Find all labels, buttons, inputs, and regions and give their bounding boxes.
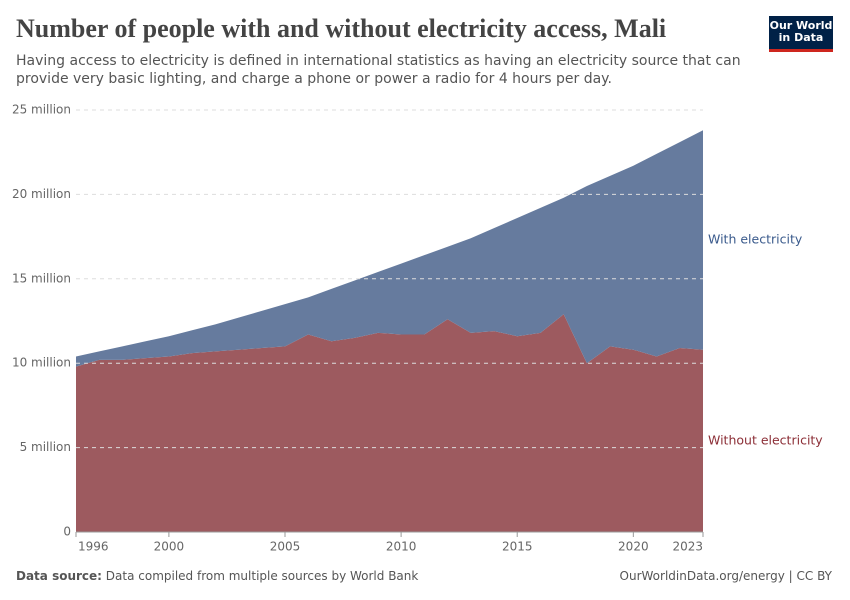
footer-url[interactable]: OurWorldinData.org/energy | CC BY — [619, 569, 832, 583]
series-label: With electricity — [708, 231, 803, 246]
area — [76, 314, 703, 532]
logo[interactable]: Our World in Data — [769, 16, 833, 52]
x-tick-label: 2010 — [386, 540, 417, 554]
y-tick-label: 0 — [63, 525, 71, 539]
y-tick-label: 25 million — [12, 103, 71, 117]
source-label: Data source: — [16, 569, 102, 583]
x-tick-label: 2005 — [270, 540, 301, 554]
y-tick-label: 10 million — [12, 356, 71, 370]
chart-title: Number of people with and without electr… — [16, 14, 667, 43]
area — [76, 130, 703, 367]
x-tick-label: 2015 — [502, 540, 533, 554]
y-tick-label: 20 million — [12, 187, 71, 201]
x-tick-label: 2023 — [672, 540, 703, 554]
y-tick-label: 15 million — [12, 271, 71, 285]
source-text: Data compiled from multiple sources by W… — [105, 569, 419, 583]
x-tick-label: 1996 — [78, 540, 109, 554]
chart-subtitle: Having access to electricity is defined … — [16, 53, 741, 87]
source: Data source: Data compiled from multiple… — [16, 569, 418, 583]
x-tick-label: 2020 — [618, 540, 649, 554]
series-label: Without electricity — [708, 432, 823, 447]
y-tick-label: 5 million — [20, 440, 71, 454]
x-tick-label: 2000 — [154, 540, 185, 554]
